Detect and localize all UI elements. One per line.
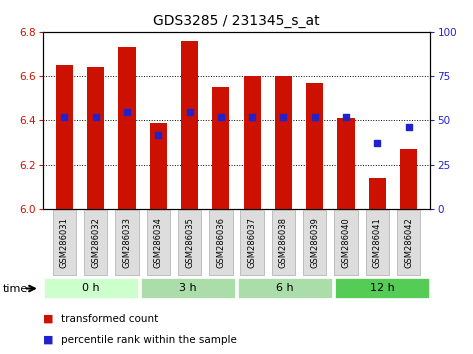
Bar — [87, 67, 105, 209]
FancyBboxPatch shape — [53, 210, 76, 275]
FancyBboxPatch shape — [334, 210, 358, 275]
Bar — [181, 41, 198, 209]
Text: GDS3285 / 231345_s_at: GDS3285 / 231345_s_at — [153, 14, 320, 28]
Bar — [56, 65, 73, 209]
Text: 6 h: 6 h — [276, 283, 294, 293]
Text: time: time — [2, 284, 27, 293]
Text: 3 h: 3 h — [179, 283, 197, 293]
FancyBboxPatch shape — [209, 210, 233, 275]
FancyBboxPatch shape — [84, 210, 107, 275]
Bar — [275, 76, 292, 209]
Text: GSM286039: GSM286039 — [310, 217, 319, 268]
Text: GSM286035: GSM286035 — [185, 217, 194, 268]
Text: GSM286041: GSM286041 — [373, 217, 382, 268]
FancyBboxPatch shape — [397, 210, 420, 275]
Text: 0 h: 0 h — [82, 283, 100, 293]
Point — [311, 114, 318, 120]
Point — [92, 114, 99, 120]
Point — [248, 114, 256, 120]
Bar — [244, 76, 261, 209]
FancyBboxPatch shape — [303, 210, 326, 275]
Bar — [368, 178, 386, 209]
FancyBboxPatch shape — [366, 210, 389, 275]
Bar — [306, 83, 324, 209]
FancyBboxPatch shape — [115, 210, 139, 275]
Text: GSM286037: GSM286037 — [248, 217, 257, 268]
FancyBboxPatch shape — [44, 278, 138, 298]
Text: GSM286031: GSM286031 — [60, 217, 69, 268]
Point — [405, 125, 412, 130]
Bar — [118, 47, 136, 209]
FancyBboxPatch shape — [272, 210, 295, 275]
Text: GSM286040: GSM286040 — [342, 217, 350, 268]
FancyBboxPatch shape — [147, 210, 170, 275]
Point — [374, 141, 381, 146]
Point — [155, 132, 162, 137]
Bar — [149, 122, 167, 209]
Text: GSM286042: GSM286042 — [404, 217, 413, 268]
Point — [280, 114, 287, 120]
Bar — [400, 149, 417, 209]
Point — [342, 114, 350, 120]
FancyBboxPatch shape — [335, 278, 429, 298]
Point — [186, 109, 193, 114]
Text: ■: ■ — [43, 335, 53, 345]
Text: percentile rank within the sample: percentile rank within the sample — [61, 335, 237, 345]
Text: GSM286034: GSM286034 — [154, 217, 163, 268]
Bar — [337, 118, 355, 209]
FancyBboxPatch shape — [178, 210, 201, 275]
Point — [123, 109, 131, 114]
FancyBboxPatch shape — [238, 278, 332, 298]
Bar — [212, 87, 229, 209]
Text: transformed count: transformed count — [61, 314, 159, 324]
FancyBboxPatch shape — [240, 210, 264, 275]
Point — [217, 114, 225, 120]
Text: GSM286038: GSM286038 — [279, 217, 288, 268]
Text: 12 h: 12 h — [369, 283, 394, 293]
Point — [61, 114, 68, 120]
Text: GSM286036: GSM286036 — [216, 217, 225, 268]
FancyBboxPatch shape — [141, 278, 235, 298]
Text: ■: ■ — [43, 314, 53, 324]
Text: GSM286033: GSM286033 — [123, 217, 131, 268]
Text: GSM286032: GSM286032 — [91, 217, 100, 268]
